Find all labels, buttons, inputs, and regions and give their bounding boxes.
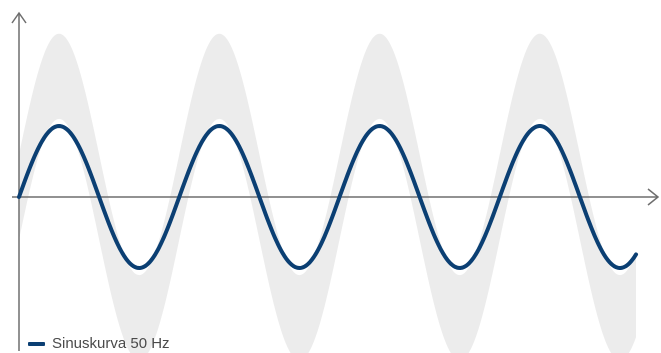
y-axis-arrow-icon (11, 11, 27, 24)
legend-label-sinuskurva: Sinuskurva 50 Hz (52, 335, 170, 352)
variation-band (19, 33, 636, 353)
legend-swatch-sinuskurva (28, 341, 45, 346)
legend: Sinuskurva 50 Hz (28, 335, 170, 352)
series-line-sinuskurva (17, 124, 638, 270)
x-axis-arrow-icon (647, 188, 660, 206)
